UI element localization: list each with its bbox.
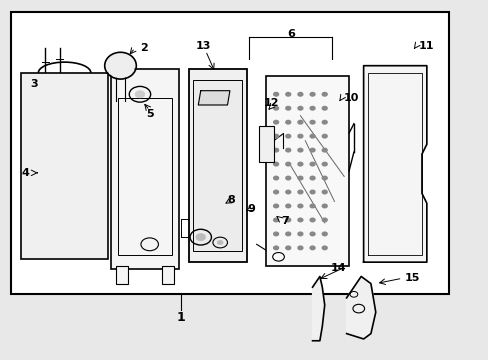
Circle shape xyxy=(285,107,290,110)
Circle shape xyxy=(297,148,302,152)
Circle shape xyxy=(322,148,326,152)
Bar xyxy=(116,266,127,284)
Circle shape xyxy=(273,176,278,180)
Circle shape xyxy=(285,232,290,236)
Circle shape xyxy=(273,162,278,166)
Ellipse shape xyxy=(106,53,135,78)
Text: 2: 2 xyxy=(140,43,147,53)
Circle shape xyxy=(135,91,144,98)
Text: 10: 10 xyxy=(344,93,359,103)
Circle shape xyxy=(309,246,314,249)
Polygon shape xyxy=(346,276,375,339)
Circle shape xyxy=(285,204,290,208)
Circle shape xyxy=(322,232,326,236)
Text: 11: 11 xyxy=(418,41,433,51)
Circle shape xyxy=(273,204,278,208)
Circle shape xyxy=(273,246,278,249)
Circle shape xyxy=(273,232,278,236)
Circle shape xyxy=(285,120,290,124)
Circle shape xyxy=(297,120,302,124)
Circle shape xyxy=(322,93,326,96)
Circle shape xyxy=(297,93,302,96)
Circle shape xyxy=(297,246,302,249)
Circle shape xyxy=(285,93,290,96)
Circle shape xyxy=(285,246,290,249)
Circle shape xyxy=(297,232,302,236)
Circle shape xyxy=(285,162,290,166)
Polygon shape xyxy=(363,66,426,262)
Circle shape xyxy=(309,162,314,166)
Circle shape xyxy=(285,176,290,180)
Text: 1: 1 xyxy=(177,311,185,324)
Text: 13: 13 xyxy=(195,41,210,51)
Circle shape xyxy=(309,232,314,236)
Polygon shape xyxy=(198,91,229,105)
Circle shape xyxy=(273,148,278,152)
Circle shape xyxy=(217,240,223,245)
Text: 15: 15 xyxy=(404,273,420,283)
Circle shape xyxy=(322,176,326,180)
Text: 12: 12 xyxy=(263,98,279,108)
Circle shape xyxy=(297,107,302,110)
Circle shape xyxy=(309,204,314,208)
Circle shape xyxy=(297,134,302,138)
Circle shape xyxy=(322,120,326,124)
Circle shape xyxy=(297,204,302,208)
Circle shape xyxy=(322,246,326,249)
Circle shape xyxy=(297,162,302,166)
Text: 8: 8 xyxy=(226,195,234,204)
Polygon shape xyxy=(312,276,324,341)
Circle shape xyxy=(285,218,290,222)
Circle shape xyxy=(322,107,326,110)
Text: 5: 5 xyxy=(145,109,153,119)
Circle shape xyxy=(297,218,302,222)
Text: 7: 7 xyxy=(281,216,288,226)
Circle shape xyxy=(309,190,314,194)
Circle shape xyxy=(273,107,278,110)
Bar xyxy=(259,126,273,162)
Circle shape xyxy=(273,218,278,222)
Bar xyxy=(193,80,242,251)
Circle shape xyxy=(309,93,314,96)
Circle shape xyxy=(285,134,290,138)
Bar xyxy=(188,69,246,262)
Bar xyxy=(11,12,448,294)
Circle shape xyxy=(273,120,278,124)
Circle shape xyxy=(309,218,314,222)
Bar xyxy=(118,98,171,255)
Circle shape xyxy=(273,190,278,194)
Circle shape xyxy=(322,204,326,208)
Circle shape xyxy=(196,234,205,241)
Circle shape xyxy=(297,190,302,194)
Text: 4: 4 xyxy=(21,168,30,178)
Bar xyxy=(111,69,179,269)
Circle shape xyxy=(322,134,326,138)
Circle shape xyxy=(309,134,314,138)
Circle shape xyxy=(285,190,290,194)
Bar xyxy=(162,266,174,284)
Bar xyxy=(21,73,108,258)
Circle shape xyxy=(309,107,314,110)
Circle shape xyxy=(309,148,314,152)
Circle shape xyxy=(322,218,326,222)
Circle shape xyxy=(322,162,326,166)
Circle shape xyxy=(309,176,314,180)
Text: 3: 3 xyxy=(30,78,38,89)
Circle shape xyxy=(309,120,314,124)
Bar xyxy=(266,76,348,266)
Circle shape xyxy=(322,190,326,194)
Text: 14: 14 xyxy=(330,262,346,273)
Circle shape xyxy=(297,176,302,180)
Text: 6: 6 xyxy=(286,28,294,39)
Circle shape xyxy=(273,93,278,96)
Circle shape xyxy=(273,134,278,138)
Circle shape xyxy=(285,148,290,152)
Text: 9: 9 xyxy=(247,203,255,213)
